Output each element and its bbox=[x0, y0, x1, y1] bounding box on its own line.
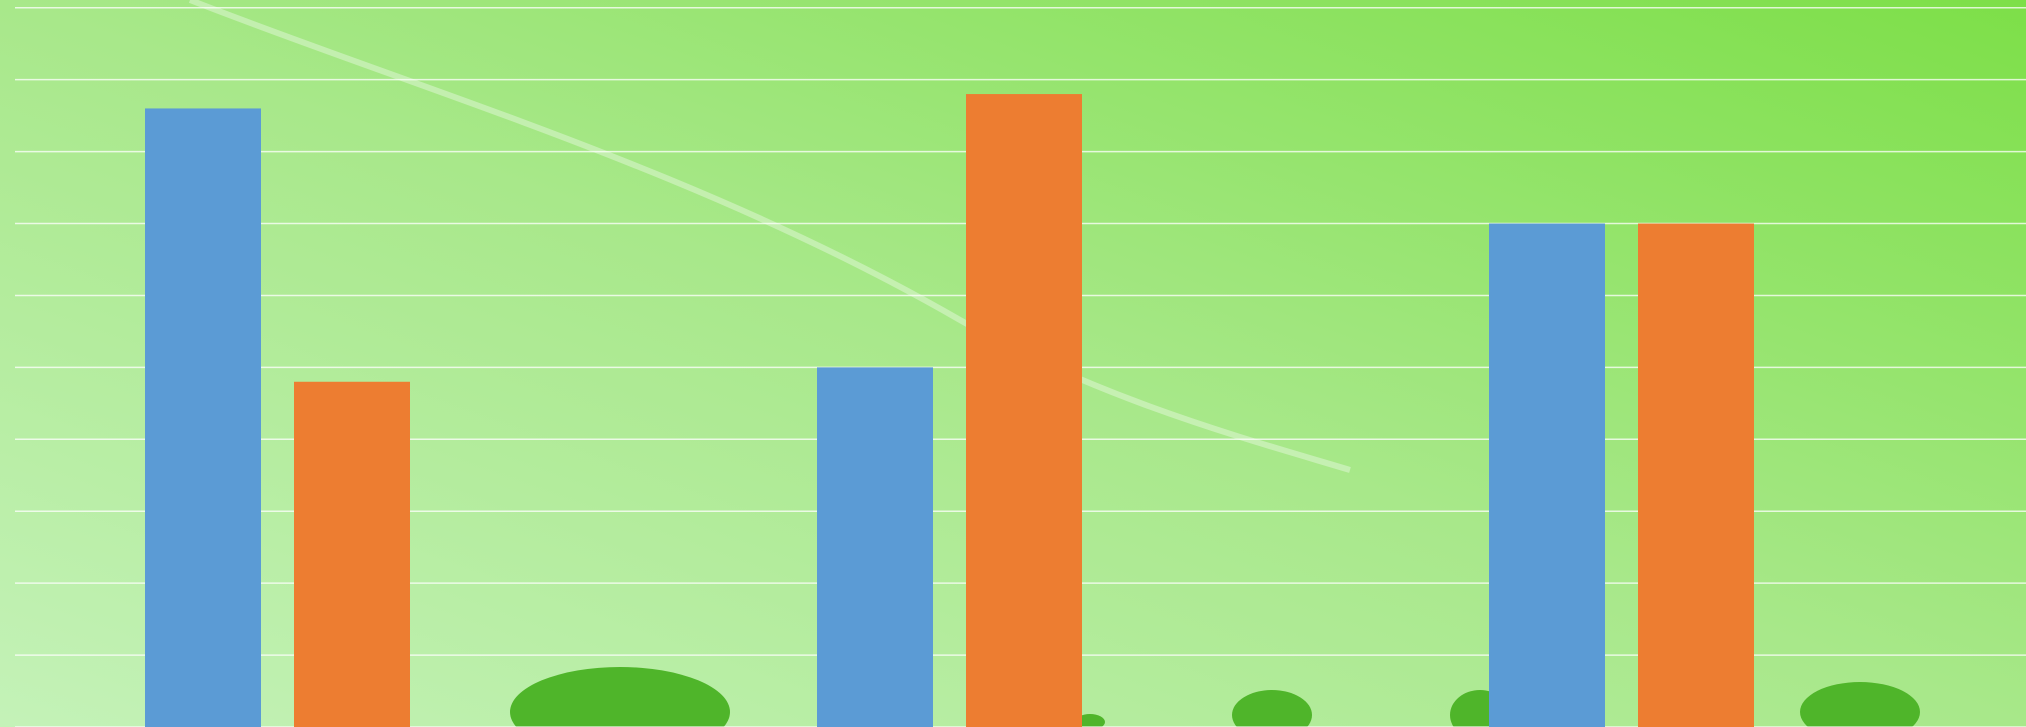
bar bbox=[1489, 223, 1605, 727]
trees bbox=[510, 667, 1920, 727]
bar bbox=[294, 381, 410, 727]
contrail bbox=[188, 0, 1351, 473]
bar bbox=[1638, 223, 1754, 727]
plot-area bbox=[15, 7, 2026, 727]
bar bbox=[145, 108, 261, 727]
bar bbox=[817, 367, 933, 727]
bar bbox=[966, 94, 1082, 727]
